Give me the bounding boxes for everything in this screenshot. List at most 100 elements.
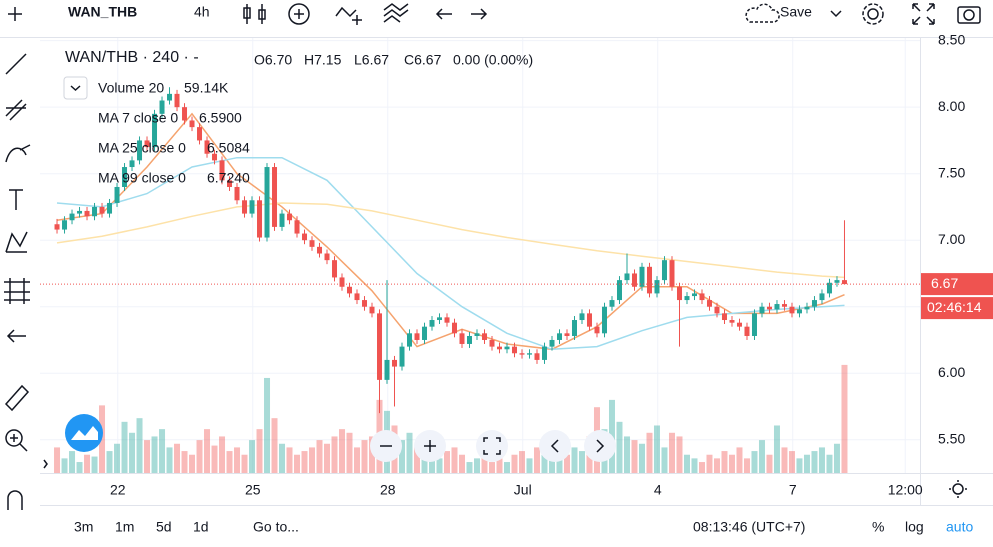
scroll-left[interactable] — [539, 430, 571, 462]
brush-tool[interactable] — [5, 144, 31, 163]
candle-body — [616, 280, 622, 301]
volume-bar — [429, 454, 436, 473]
candle-body — [699, 293, 705, 301]
range-1m[interactable]: 1m — [115, 519, 134, 535]
volume-bar — [496, 458, 503, 473]
brand-logo[interactable] — [65, 414, 103, 452]
candle-body — [407, 333, 413, 347]
volume-bar — [781, 447, 788, 473]
prediction-tool[interactable] — [4, 278, 30, 304]
compare-glyph — [294, 9, 304, 19]
volume-bar — [683, 454, 690, 473]
volume-bar — [638, 443, 645, 473]
candle-body — [189, 120, 195, 128]
magnet-tool[interactable] — [7, 490, 23, 510]
range-1d[interactable]: 1d — [193, 519, 209, 535]
volume-bar — [796, 458, 803, 473]
candle-body — [167, 93, 173, 101]
text-tool[interactable] — [9, 189, 23, 210]
candle-body — [751, 313, 757, 336]
x-tick-label: 7 — [789, 482, 797, 498]
volume-bar — [406, 432, 413, 473]
compare-button[interactable] — [288, 3, 310, 25]
volume-bar — [766, 454, 773, 473]
back-tool[interactable] — [6, 329, 26, 343]
y-tick-label: 6.00 — [938, 364, 965, 380]
candle-body — [654, 280, 660, 294]
trend-line-tool[interactable] — [5, 53, 27, 75]
zoom-tool[interactable] — [5, 429, 23, 447]
save-menu[interactable] — [830, 10, 842, 18]
candle-body — [122, 167, 128, 187]
volume-bar — [76, 462, 83, 473]
cloud-icon — [745, 3, 780, 23]
log-toggle[interactable]: log — [905, 519, 924, 535]
legend-toggle[interactable] — [63, 76, 88, 100]
candle-body — [781, 304, 787, 307]
ruler-tool[interactable] — [4, 384, 30, 412]
scroll-right-glyph — [596, 439, 605, 453]
undo-button[interactable] — [435, 8, 452, 20]
volume-bar — [136, 418, 143, 473]
candle-body — [137, 140, 143, 161]
ma-line — [56, 202, 845, 279]
save-button[interactable]: Save — [780, 4, 812, 20]
x-tick-label: 12:00 — [888, 482, 923, 498]
candle-body — [302, 233, 308, 241]
snapshot-button[interactable] — [957, 6, 981, 24]
volume-bar — [241, 454, 248, 473]
volume-bar — [811, 451, 818, 473]
range-3m[interactable]: 3m — [74, 519, 93, 535]
candle-body — [766, 306, 772, 310]
reset-zoom[interactable] — [476, 430, 508, 462]
axis-settings[interactable] — [952, 483, 964, 495]
auto-toggle[interactable]: auto — [946, 519, 973, 535]
chart-nav — [65, 414, 967, 498]
settings-button[interactable] — [867, 8, 879, 20]
volume-bar — [294, 454, 301, 473]
symbol[interactable]: WAN_THB — [68, 4, 137, 20]
fib-tool[interactable] — [5, 99, 27, 121]
snapshot-lens — [963, 9, 975, 21]
candle-body — [369, 306, 375, 314]
range-5d[interactable]: 5d — [156, 519, 172, 535]
volume-bar — [369, 436, 376, 473]
goto[interactable]: Go to... — [253, 519, 299, 535]
volume-bar — [301, 451, 308, 473]
templates-button[interactable] — [383, 3, 409, 23]
volume-bar — [204, 429, 211, 473]
candle-body — [564, 333, 570, 336]
percent-toggle[interactable]: % — [872, 519, 884, 535]
crosshair-tool[interactable] — [8, 7, 22, 21]
legend-low: L6.67 — [354, 52, 389, 68]
scroll-right[interactable] — [584, 430, 616, 462]
candle-body — [99, 206, 105, 214]
ma7-label: MA 7 close 0 — [98, 110, 178, 126]
volume-bar — [234, 447, 241, 473]
candle-body — [691, 293, 697, 297]
fullscreen-button[interactable] — [912, 3, 935, 25]
redo-button[interactable] — [471, 8, 488, 20]
volume-bar — [698, 462, 705, 473]
candle-body — [774, 304, 780, 310]
volume-bar — [166, 447, 173, 473]
pattern-tool[interactable] — [5, 231, 28, 253]
indicators-button[interactable] — [335, 6, 362, 25]
candle-body — [69, 213, 75, 221]
candle-body — [347, 286, 353, 294]
candle-body — [519, 353, 525, 355]
volume-bar — [91, 456, 98, 473]
candle-body — [721, 313, 727, 321]
volume-bar — [541, 454, 548, 473]
candle-body — [489, 339, 495, 347]
legend-title: WAN/THB · 240 · - — [65, 49, 199, 66]
candle-body — [219, 160, 225, 181]
volume-bar — [653, 425, 660, 473]
x-tick-label: 25 — [245, 482, 261, 498]
interval[interactable]: 4h — [194, 4, 210, 20]
candle-body — [422, 326, 428, 340]
candle-body — [264, 167, 270, 238]
volume-bar — [503, 462, 510, 473]
volume-bar — [249, 440, 256, 473]
collapse-toolbar[interactable] — [43, 459, 48, 469]
